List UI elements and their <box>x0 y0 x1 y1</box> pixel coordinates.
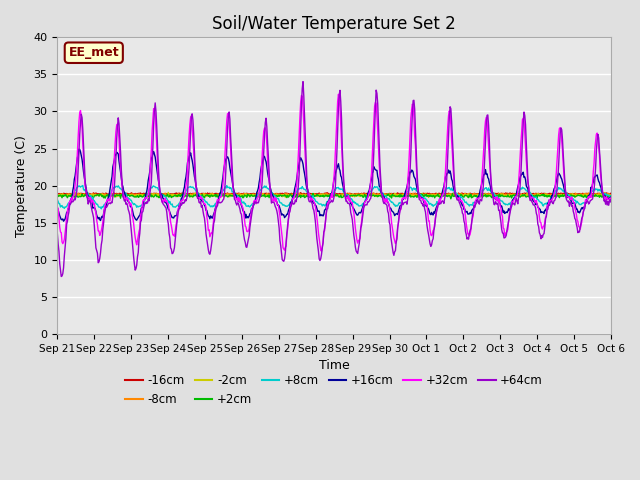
+2cm <box>177 193 184 199</box>
+16cm <box>207 215 215 220</box>
-8cm <box>348 193 356 199</box>
+64cm <box>54 231 61 237</box>
+2cm <box>401 193 409 199</box>
-16cm <box>403 191 411 197</box>
+64cm <box>299 79 307 84</box>
+64cm <box>403 201 411 207</box>
-2cm <box>419 191 426 196</box>
+64cm <box>58 274 65 279</box>
-8cm <box>607 192 615 198</box>
-2cm <box>530 195 538 201</box>
+16cm <box>60 218 67 224</box>
+64cm <box>607 199 615 205</box>
+16cm <box>65 205 72 211</box>
Title: Soil/Water Temperature Set 2: Soil/Water Temperature Set 2 <box>212 15 456 33</box>
+8cm <box>207 203 215 209</box>
+16cm <box>419 196 427 202</box>
+32cm <box>335 92 342 97</box>
-2cm <box>120 191 128 197</box>
-2cm <box>54 194 61 200</box>
+8cm <box>179 197 186 203</box>
+32cm <box>607 198 615 204</box>
Line: -16cm: -16cm <box>58 192 611 195</box>
+16cm <box>122 196 130 202</box>
+2cm <box>206 194 214 200</box>
-8cm <box>120 192 128 198</box>
Line: -8cm: -8cm <box>58 192 611 196</box>
-16cm <box>349 192 357 198</box>
+8cm <box>63 202 71 208</box>
X-axis label: Time: Time <box>319 359 349 372</box>
+16cm <box>75 146 83 152</box>
+32cm <box>317 248 325 254</box>
+2cm <box>447 196 454 202</box>
+16cm <box>54 205 61 211</box>
+8cm <box>419 194 427 200</box>
Legend: -16cm, -8cm, -2cm, +2cm, +8cm, +16cm, +32cm, +64cm: -16cm, -8cm, -2cm, +2cm, +8cm, +16cm, +3… <box>121 370 548 411</box>
Line: +64cm: +64cm <box>58 82 611 276</box>
+64cm <box>177 203 185 208</box>
+8cm <box>607 193 615 199</box>
-8cm <box>403 192 410 198</box>
+8cm <box>54 197 61 203</box>
+2cm <box>607 193 615 199</box>
-16cm <box>419 191 427 196</box>
-8cm <box>419 192 426 198</box>
+8cm <box>403 189 411 194</box>
-16cm <box>297 190 305 195</box>
-2cm <box>63 192 71 198</box>
+64cm <box>122 197 129 203</box>
-8cm <box>177 192 184 198</box>
-2cm <box>164 190 172 195</box>
+32cm <box>419 197 427 203</box>
+2cm <box>418 192 426 197</box>
-2cm <box>207 191 214 197</box>
-8cm <box>206 192 214 197</box>
+2cm <box>120 193 128 199</box>
-16cm <box>63 191 71 197</box>
-8cm <box>54 192 61 198</box>
+64cm <box>65 213 72 218</box>
Line: -2cm: -2cm <box>58 192 611 198</box>
-2cm <box>177 192 185 198</box>
+8cm <box>97 206 105 212</box>
Line: +8cm: +8cm <box>58 185 611 209</box>
+64cm <box>419 203 427 209</box>
+8cm <box>79 182 86 188</box>
+2cm <box>63 195 71 201</box>
-16cm <box>206 191 214 196</box>
+32cm <box>206 234 214 240</box>
Text: EE_met: EE_met <box>68 46 119 59</box>
Line: +16cm: +16cm <box>58 149 611 221</box>
+32cm <box>403 188 411 193</box>
-2cm <box>607 193 615 199</box>
-16cm <box>120 191 128 196</box>
+32cm <box>120 193 128 199</box>
+32cm <box>177 198 184 204</box>
-8cm <box>600 190 608 195</box>
+64cm <box>207 248 214 254</box>
Line: +32cm: +32cm <box>58 95 611 251</box>
-8cm <box>63 192 71 198</box>
+32cm <box>54 204 61 210</box>
+16cm <box>403 184 411 190</box>
+2cm <box>478 190 486 196</box>
-16cm <box>54 190 61 196</box>
-16cm <box>607 190 615 196</box>
+2cm <box>54 192 61 198</box>
+32cm <box>63 208 71 214</box>
-16cm <box>177 191 184 197</box>
-2cm <box>403 192 410 198</box>
Y-axis label: Temperature (C): Temperature (C) <box>15 134 28 237</box>
Line: +2cm: +2cm <box>58 193 611 199</box>
+16cm <box>607 194 615 200</box>
+8cm <box>122 191 130 196</box>
+16cm <box>179 194 186 200</box>
